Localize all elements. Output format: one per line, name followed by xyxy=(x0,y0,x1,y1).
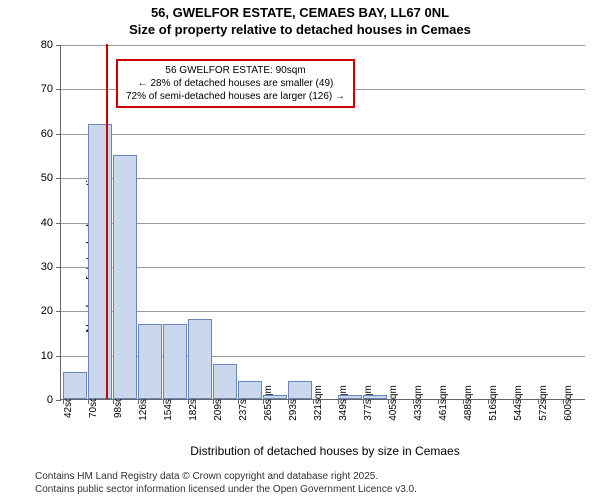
y-tick-mark xyxy=(56,311,61,312)
x-tick-label: 572sqm xyxy=(538,385,549,421)
y-tick-label: 60 xyxy=(41,128,53,140)
annotation-box: 56 GWELFOR ESTATE: 90sqm← 28% of detache… xyxy=(116,59,355,108)
x-tick-label: 600sqm xyxy=(563,385,574,421)
property-marker-line xyxy=(106,44,108,399)
chart-title-line2: Size of property relative to detached ho… xyxy=(0,22,600,37)
chart-title-line1: 56, GWELFOR ESTATE, CEMAES BAY, LL67 0NL xyxy=(0,5,600,20)
y-tick-label: 30 xyxy=(41,261,53,273)
y-tick-mark xyxy=(56,267,61,268)
grid-line xyxy=(61,311,585,312)
y-tick-mark xyxy=(56,356,61,357)
plot-area: 0102030405060708042sqm70sqm98sqm126sqm15… xyxy=(60,45,585,400)
y-tick-label: 40 xyxy=(41,217,53,229)
x-tick-label: 349sqm xyxy=(338,385,349,421)
y-tick-mark xyxy=(56,400,61,401)
y-tick-mark xyxy=(56,178,61,179)
grid-line xyxy=(61,134,585,135)
y-tick-label: 70 xyxy=(41,83,53,95)
x-axis-label: Distribution of detached houses by size … xyxy=(60,444,590,458)
y-tick-mark xyxy=(56,45,61,46)
histogram-bar xyxy=(188,319,212,399)
y-tick-mark xyxy=(56,89,61,90)
annotation-line3: 72% of semi-detached houses are larger (… xyxy=(126,90,345,103)
x-tick-label: 544sqm xyxy=(513,385,524,421)
x-tick-label: 433sqm xyxy=(413,385,424,421)
histogram-bar xyxy=(163,324,187,399)
y-tick-label: 0 xyxy=(47,394,53,406)
histogram-bar xyxy=(238,381,262,399)
footer-line2: Contains public sector information licen… xyxy=(35,483,417,496)
histogram-bar xyxy=(263,395,287,399)
histogram-bar xyxy=(88,124,112,399)
x-tick-label: 405sqm xyxy=(388,385,399,421)
footer-attribution: Contains HM Land Registry data © Crown c… xyxy=(35,470,417,496)
histogram-bar xyxy=(113,155,137,399)
x-tick-label: 377sqm xyxy=(363,385,374,421)
x-tick-label: 321sqm xyxy=(313,385,324,421)
x-tick-label: 461sqm xyxy=(438,385,449,421)
y-tick-label: 10 xyxy=(41,350,53,362)
footer-line1: Contains HM Land Registry data © Crown c… xyxy=(35,470,417,483)
chart-container: 56, GWELFOR ESTATE, CEMAES BAY, LL67 0NL… xyxy=(0,0,600,500)
x-tick-label: 265sqm xyxy=(263,385,274,421)
histogram-bar xyxy=(288,381,312,399)
histogram-bar xyxy=(63,372,87,399)
histogram-bar xyxy=(138,324,162,399)
grid-line xyxy=(61,45,585,46)
histogram-bar xyxy=(363,395,387,399)
y-tick-mark xyxy=(56,134,61,135)
annotation-line2: ← 28% of detached houses are smaller (49… xyxy=(126,77,345,90)
annotation-line1: 56 GWELFOR ESTATE: 90sqm xyxy=(126,64,345,77)
grid-line xyxy=(61,223,585,224)
y-tick-label: 20 xyxy=(41,305,53,317)
grid-line xyxy=(61,267,585,268)
y-tick-mark xyxy=(56,223,61,224)
x-tick-label: 488sqm xyxy=(463,385,474,421)
y-tick-label: 80 xyxy=(41,39,53,51)
grid-line xyxy=(61,178,585,179)
histogram-bar xyxy=(338,395,362,399)
y-tick-label: 50 xyxy=(41,172,53,184)
histogram-bar xyxy=(213,364,237,400)
x-tick-label: 516sqm xyxy=(488,385,499,421)
